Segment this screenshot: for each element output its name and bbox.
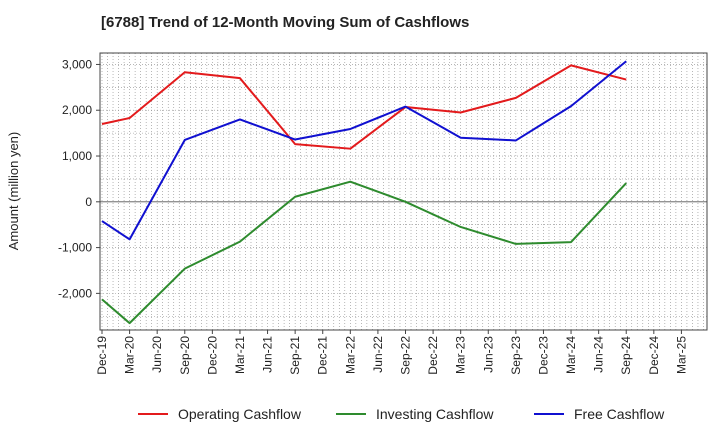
x-tick-label: Mar-24 (564, 336, 578, 374)
x-tick-label: Mar-21 (233, 336, 247, 374)
legend-label: Investing Cashflow (376, 406, 494, 422)
x-tick-label: Dec-22 (426, 336, 440, 375)
legend: Operating Cashflow Investing Cashflow Free… (138, 406, 665, 422)
y-tick-label: -1,000 (58, 241, 92, 255)
x-tick-label: Sep-20 (178, 336, 192, 375)
x-tick-label: Mar-25 (674, 336, 688, 374)
y-tick-label: 3,000 (62, 57, 92, 71)
x-tick-label: Dec-23 (536, 336, 550, 375)
y-tick-label: 0 (85, 195, 92, 209)
x-tick-label: Sep-21 (288, 336, 302, 375)
x-tick-label: Dec-19 (95, 336, 109, 375)
series-line-investing-cashflow (101, 180, 627, 325)
x-tick-label: Dec-21 (316, 336, 330, 375)
series-line-operating-cashflow (101, 64, 627, 150)
x-tick-label: Dec-20 (205, 336, 219, 375)
x-tick-labels: Dec-19 Mar-20 Jun-20 Sep-20 Dec-20 Mar-21 Jun-… (95, 330, 688, 375)
legend-item: Free Cashflow (534, 406, 665, 422)
plot-frame (99, 52, 708, 331)
x-tick-label: Mar-23 (454, 336, 468, 374)
series-layer (101, 60, 627, 325)
x-tick-label: Jun-23 (481, 336, 495, 373)
y-axis-title: Amount (million yen) (6, 132, 21, 251)
x-tick-label: Sep-24 (619, 336, 633, 375)
y-tick-labels: 3,000 2,000 1,000 0 -1,000 -2,000 (58, 57, 100, 300)
series-line-free-cashflow (101, 60, 627, 241)
y-tick-label: -2,000 (58, 286, 92, 300)
y-tick-label: 1,000 (62, 149, 92, 163)
x-tick-label: Mar-22 (343, 336, 357, 374)
x-tick-label: Jun-21 (261, 336, 275, 373)
x-tick-label: Jun-20 (150, 336, 164, 373)
legend-item: Investing Cashflow (336, 406, 494, 422)
x-tick-label: Sep-22 (399, 336, 413, 375)
legend-label: Operating Cashflow (178, 406, 302, 422)
y-tick-label: 2,000 (62, 103, 92, 117)
x-tick-label: Sep-23 (509, 336, 523, 375)
plot-area (100, 53, 707, 330)
x-tick-label: Mar-20 (123, 336, 137, 374)
chart-title: [6788] Trend of 12-Month Moving Sum of C… (101, 14, 470, 31)
legend-item: Operating Cashflow (138, 406, 302, 422)
x-tick-label: Jun-22 (371, 336, 385, 373)
x-tick-label: Dec-24 (647, 336, 661, 375)
x-tick-label: Jun-24 (592, 336, 606, 373)
legend-label: Free Cashflow (574, 406, 665, 422)
